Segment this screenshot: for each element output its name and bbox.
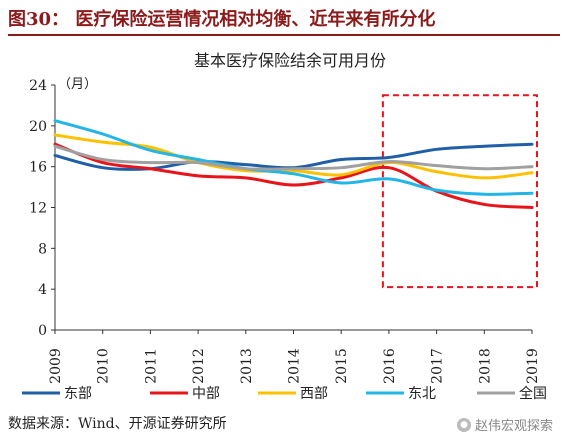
x-tick-label: 2009	[48, 348, 64, 384]
x-tick-label: 2014	[287, 348, 303, 384]
legend-label: 全国	[519, 385, 547, 402]
wechat-icon: ●	[457, 417, 471, 432]
x-tick-label: 2019	[525, 348, 541, 384]
x-tick-label: 2017	[430, 348, 446, 384]
x-tick-label: 2012	[191, 348, 207, 384]
legend-label: 东北	[408, 386, 436, 402]
series-line-1	[53, 142, 534, 209]
y-tick-label: 8	[38, 241, 47, 257]
annotation-layer	[381, 94, 538, 289]
axes: 0 4 8 12 16 20 24 2009 2010 2011 2012 2013 2014 2015 2…	[29, 78, 541, 384]
series-line-3	[53, 119, 534, 196]
y-unit-label: （月）	[58, 77, 97, 92]
y-tick-label: 16	[29, 160, 47, 176]
watermark: ● 赵伟宏观探索	[457, 415, 553, 434]
watermark-text: 赵伟宏观探索	[475, 419, 554, 434]
y-tick-label: 24	[29, 78, 47, 94]
y-tick-label: 4	[38, 282, 47, 298]
legend: 东部 中部 西部 东北 全国	[22, 385, 547, 402]
legend-label: 东部	[64, 386, 92, 402]
series-layer	[53, 119, 534, 209]
x-tick-label: 2010	[96, 348, 112, 384]
y-tick-label: 12	[29, 201, 47, 217]
x-tick-label: 2011	[143, 348, 159, 384]
y-tick-label: 20	[29, 119, 47, 135]
legend-label: 西部	[300, 386, 328, 402]
chart-title: 基本医疗保险结余可用月份	[194, 51, 386, 70]
x-tick-label: 2016	[382, 348, 398, 384]
legend-label: 中部	[192, 386, 220, 402]
x-tick-label: 2018	[477, 348, 493, 384]
figure-heading: 图30： 医疗保险运营情况相对均衡、近年来有所分化	[8, 4, 560, 36]
figure-heading-text: 图30： 医疗保险运营情况相对均衡、近年来有所分化	[8, 9, 436, 30]
heading-rule	[8, 34, 560, 36]
highlight-dashed-box	[381, 94, 538, 289]
y-tick-label: 0	[38, 323, 47, 339]
x-tick-label: 2015	[334, 348, 350, 384]
series-line-4	[53, 144, 534, 171]
source-note: 数据来源：Wind、开源证券研究所	[8, 416, 227, 432]
x-tick-label: 2013	[239, 348, 255, 384]
